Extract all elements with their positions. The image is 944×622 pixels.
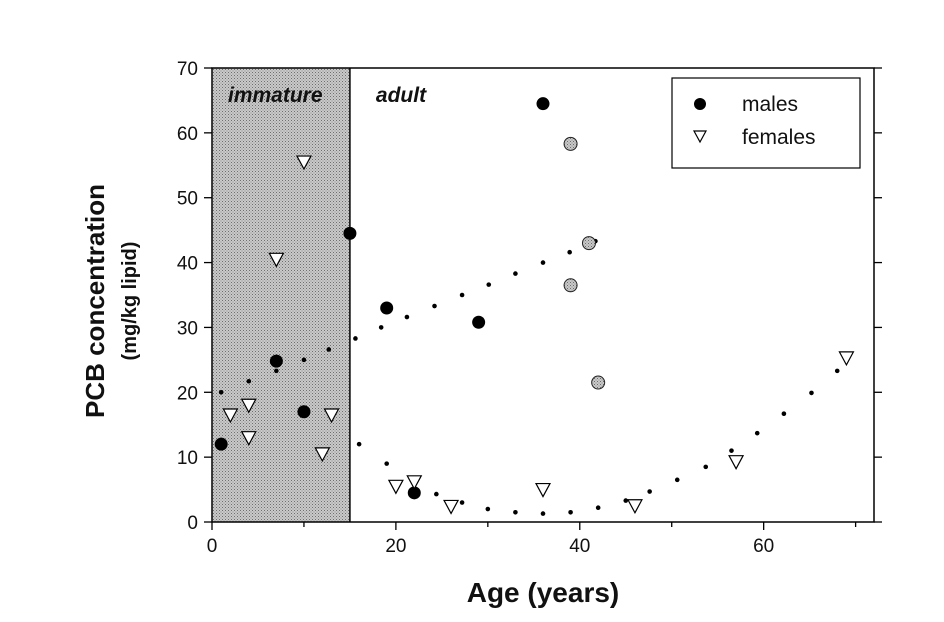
point-male <box>343 226 357 240</box>
y-tick-label: 10 <box>177 448 198 469</box>
point-male <box>380 301 394 315</box>
point-male <box>407 486 421 500</box>
legend-box <box>671 77 861 169</box>
axes-layer: 0 10 20 30 40 50 60 70 0 20 40 60 <box>177 59 882 557</box>
trend-dot <box>781 411 787 416</box>
trend-dot <box>623 498 629 503</box>
trend-dot <box>568 509 573 515</box>
trend-dot <box>540 511 546 516</box>
point-male-gray <box>563 278 578 293</box>
y-tick-label: 70 <box>177 59 198 80</box>
point-female <box>323 408 340 424</box>
legend-marker-females <box>692 130 708 144</box>
trend-dot <box>703 464 709 470</box>
x-axis-title: Age (years) <box>467 577 620 608</box>
point-male-gray <box>581 236 596 251</box>
trend-dot <box>486 282 492 287</box>
trend-dot <box>459 292 465 298</box>
trend-dot <box>378 325 384 330</box>
plot-frame <box>211 67 875 523</box>
y-axis-title-group: PCB concentration (mg/kg lipid) <box>80 184 141 418</box>
trend-lines-layer <box>218 238 840 516</box>
point-female <box>268 252 285 268</box>
trend-dot <box>674 477 680 483</box>
point-female <box>838 351 855 367</box>
y-tick-label: 30 <box>177 318 198 339</box>
trend-dot <box>274 368 279 374</box>
trend-dot <box>754 430 760 436</box>
trend-dot <box>434 491 439 497</box>
y-tick-label: 0 <box>187 513 198 534</box>
point-female <box>443 499 460 515</box>
x-tick-label: 60 <box>753 536 774 557</box>
trend-dot <box>404 314 410 320</box>
point-male-gray <box>563 136 578 151</box>
x-tick-label: 0 <box>207 536 218 557</box>
y-axis-title: PCB concentration <box>80 184 110 418</box>
legend-marker-males <box>694 98 706 110</box>
point-male <box>472 315 486 329</box>
trend-dot <box>540 260 546 265</box>
point-female <box>222 408 239 424</box>
x-tick-label: 40 <box>569 536 590 557</box>
region-label-immature: immature <box>228 84 323 107</box>
trend-dot <box>301 357 307 363</box>
trend-dot <box>356 441 362 447</box>
y-tick-label: 20 <box>177 383 198 404</box>
region-immature <box>212 68 350 522</box>
point-female <box>534 482 552 498</box>
point-male <box>297 405 311 419</box>
trend-dot <box>326 347 332 352</box>
trend-dot <box>567 249 572 255</box>
x-tick-label: 20 <box>385 536 406 557</box>
trend-dot <box>647 489 652 494</box>
data-points-layer <box>214 97 855 515</box>
trend-dot <box>809 390 814 396</box>
legend: males females <box>671 77 861 169</box>
trend-dot <box>432 303 437 309</box>
point-female <box>406 475 423 491</box>
trend-dot <box>485 506 491 512</box>
point-female <box>626 499 643 515</box>
point-male <box>214 437 228 451</box>
trend-dot <box>834 368 840 374</box>
legend-label-males: males <box>742 93 798 116</box>
point-male <box>536 97 550 111</box>
trend-dot <box>384 461 389 466</box>
trend-dot <box>595 505 601 511</box>
point-male <box>269 354 283 368</box>
legend-label-females: females <box>742 126 816 149</box>
point-female <box>240 398 257 414</box>
trend-dot <box>353 336 358 341</box>
trend-dot <box>729 448 734 453</box>
trend-dot <box>246 378 252 384</box>
trend-dot <box>218 389 224 395</box>
y-tick-label: 60 <box>177 124 198 145</box>
point-female <box>728 455 745 470</box>
point-female <box>240 431 257 446</box>
y-axis-subtitle: (mg/kg lipid) <box>119 242 141 361</box>
y-tick-label: 40 <box>177 254 198 275</box>
trend-dot <box>513 509 518 515</box>
point-male-gray <box>591 375 606 390</box>
y-tick-label: 50 <box>177 189 198 210</box>
region-label-adult: adult <box>376 84 427 107</box>
point-female <box>295 155 312 171</box>
point-female <box>387 479 404 495</box>
trend-dot <box>513 271 518 276</box>
trend-dot <box>459 500 465 505</box>
point-female <box>314 447 331 463</box>
